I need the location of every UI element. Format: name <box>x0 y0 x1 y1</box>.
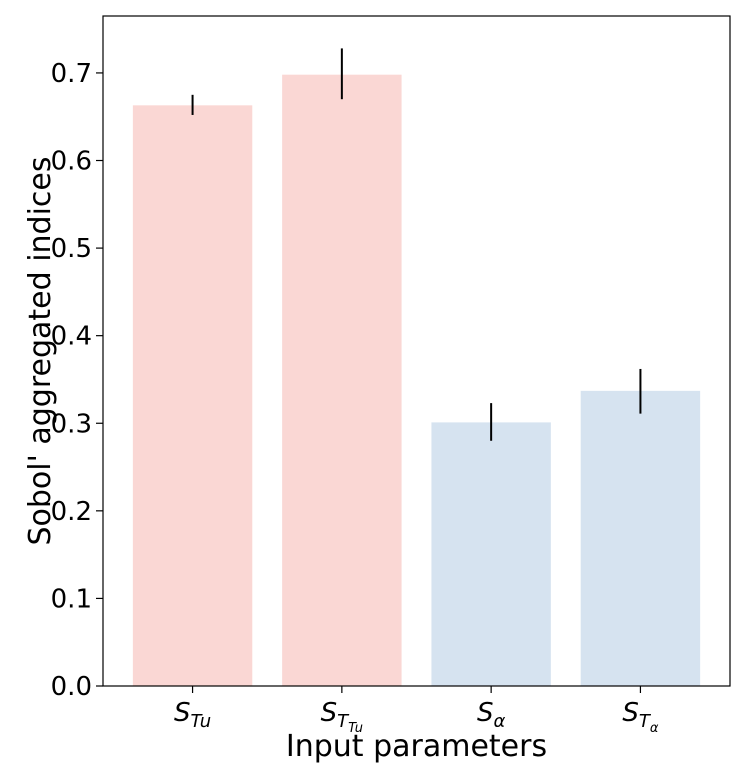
y-tick-label-6: 0.6 <box>51 147 92 177</box>
bars-layer <box>132 74 701 687</box>
y-tick-label-0: 0.0 <box>51 672 92 702</box>
bar-0 <box>132 105 253 687</box>
y-axis-label: Sobol' aggregated indices <box>23 156 58 545</box>
y-tick-label-4: 0.4 <box>51 322 92 352</box>
x-tick-label-1: STTu <box>321 698 363 736</box>
bar-1 <box>282 74 402 686</box>
x-tick-label-0: STu <box>174 698 211 732</box>
plot-frame <box>102 15 731 687</box>
y-axis-ticks: 0.0 0.1 0.2 0.3 0.4 0.5 0.6 0.7 <box>51 59 103 702</box>
y-tick-label-1: 0.1 <box>51 584 92 614</box>
bar-3 <box>580 390 701 686</box>
y-tick-label-2: 0.2 <box>51 497 92 527</box>
error-bars-layer <box>191 48 642 441</box>
bar-2 <box>431 422 551 686</box>
x-tick-label-2: Sα <box>477 698 506 732</box>
x-axis-ticks: STu STTu Sα STα <box>174 686 659 736</box>
y-tick-label-3: 0.3 <box>51 409 92 439</box>
y-tick-label-7: 0.7 <box>51 59 92 89</box>
x-tick-label-3: STα <box>622 698 659 736</box>
x-axis-label: Input parameters <box>286 729 547 764</box>
y-tick-label-5: 0.5 <box>51 234 92 264</box>
